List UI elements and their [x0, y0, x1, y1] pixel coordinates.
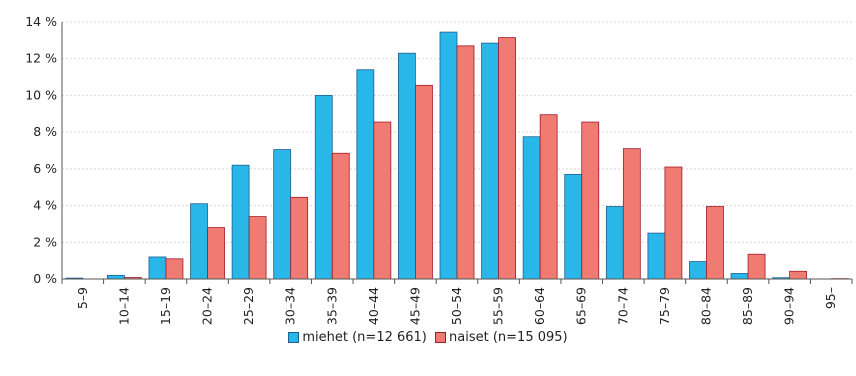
x-tick-label: 5–9 — [75, 287, 90, 309]
bar-miehet — [689, 261, 707, 280]
legend-item-miehet: miehet (n=12 661) — [288, 330, 427, 345]
y-tick-label: 10 % — [25, 87, 57, 102]
bar-miehet — [605, 206, 624, 280]
bar-miehet — [522, 136, 541, 280]
y-tick-label: 6 % — [33, 161, 57, 176]
x-tick-label: 85–89 — [740, 287, 755, 325]
x-tick-label: 80–84 — [698, 287, 713, 325]
bar-naiset — [539, 114, 558, 280]
bar-miehet — [356, 69, 375, 280]
bar-miehet — [148, 256, 167, 280]
x-tick-label: 75–79 — [657, 287, 672, 325]
y-axis-ticks: 0 % 2 % 4 % 6 % 8 % 10 % 12 % 14 % — [25, 14, 57, 286]
x-tick-label: 25–29 — [241, 287, 256, 325]
x-tick-label: 95– — [823, 287, 838, 309]
bar-miehet — [398, 52, 416, 280]
x-tick-label: 90–94 — [782, 287, 797, 325]
bar-miehet — [190, 203, 208, 280]
x-axis-ticks: 5–9 10–14 15–19 20–24 25–29 30–34 35–39 40–44 45… — [61, 279, 853, 325]
bar-miehet — [481, 42, 499, 280]
bar-naiset — [789, 270, 808, 280]
bar-miehet — [231, 164, 250, 280]
y-tick-label: 4 % — [33, 198, 57, 213]
bar-naiset — [747, 253, 766, 280]
x-tick-label: 55–59 — [491, 287, 506, 325]
y-tick-label: 8 % — [33, 124, 57, 139]
bar-naiset — [373, 121, 392, 280]
x-tick-label: 45–49 — [407, 287, 422, 325]
legend-swatch-naiset — [435, 332, 447, 343]
y-tick-label: 14 % — [25, 14, 57, 29]
bar-naiset — [331, 152, 350, 280]
bar-miehet — [564, 173, 583, 280]
y-tick-label: 12 % — [25, 51, 57, 66]
y-tick-label: 2 % — [33, 234, 57, 249]
bar-miehet — [273, 149, 292, 280]
bar-miehet — [439, 31, 458, 280]
bar-naiset — [706, 206, 724, 280]
x-tick-label: 20–24 — [200, 287, 215, 325]
bar-miehet — [314, 95, 333, 280]
bar-miehet — [106, 274, 125, 280]
x-tick-label: 70–74 — [615, 287, 630, 325]
x-tick-label: 60–64 — [532, 287, 547, 325]
x-tick-label: 65–69 — [574, 287, 589, 325]
bar-naiset — [664, 166, 683, 280]
bar-naiset — [290, 196, 309, 280]
x-tick-label: 35–39 — [324, 287, 339, 325]
bar-chart: 0 % 2 % 4 % 6 % 8 % 10 % 12 % 14 % 5–9 10–14 15–1… — [25, 14, 853, 325]
bar-naiset — [622, 148, 641, 280]
x-tick-label: 10–14 — [116, 287, 131, 325]
bar-naiset — [248, 216, 267, 280]
y-tick-label: 0 % — [33, 271, 57, 286]
bar-naiset — [207, 227, 225, 280]
bar-naiset — [165, 258, 184, 280]
x-tick-label: 30–34 — [283, 287, 298, 325]
x-tick-label: 40–44 — [366, 287, 381, 325]
legend-label-naiset: naiset (n=15 095) — [449, 330, 568, 345]
bar-naiset — [498, 37, 516, 280]
legend-item-naiset: naiset (n=15 095) — [435, 330, 568, 345]
x-tick-label: 50–54 — [449, 287, 464, 325]
x-tick-label: 15–19 — [158, 287, 173, 325]
bar-naiset — [415, 84, 433, 280]
bar-naiset — [581, 121, 600, 280]
legend: miehet (n=12 661) naiset (n=15 095) — [0, 330, 856, 347]
bar-naiset — [456, 45, 475, 280]
bar-miehet — [647, 232, 666, 280]
legend-label-miehet: miehet (n=12 661) — [302, 330, 427, 345]
legend-swatch-miehet — [288, 332, 300, 343]
bar-miehet — [730, 273, 749, 280]
bars — [65, 31, 849, 280]
